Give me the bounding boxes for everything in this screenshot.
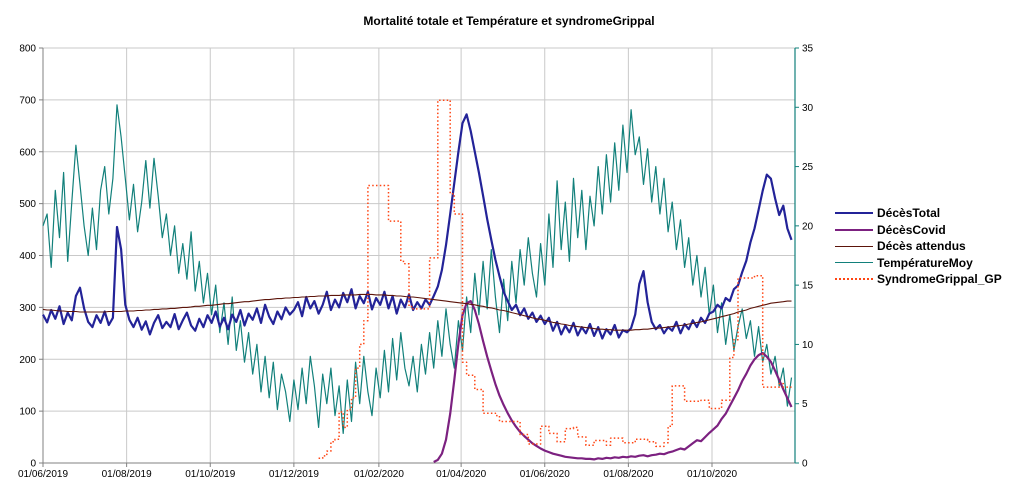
legend-line-sample bbox=[835, 228, 873, 231]
y-left-tick-label: 300 bbox=[19, 303, 36, 314]
x-tick-label: 01/06/2020 bbox=[520, 469, 570, 480]
series-line-d-c-stotal bbox=[42, 113, 793, 340]
legend-item-d-c-stotal: DécèsTotal bbox=[835, 205, 1002, 222]
x-tick-label: 01/10/2019 bbox=[185, 469, 235, 480]
x-tick-label: 01/08/2020 bbox=[603, 469, 653, 480]
x-tick-label: 01/12/2019 bbox=[269, 469, 319, 480]
series-line-temp-raturemoy bbox=[42, 104, 793, 434]
y-left-tick-label: 700 bbox=[19, 95, 36, 106]
legend-item-d-c-s-attendus: Décès attendus bbox=[835, 238, 1002, 255]
legend-item-temp-raturemoy: TempératureMoy bbox=[835, 255, 1002, 272]
legend-label: SyndromeGrippal_GP bbox=[877, 272, 1002, 287]
x-tick-label: 01/04/2020 bbox=[436, 469, 486, 480]
y-left-tick-label: 500 bbox=[19, 199, 36, 210]
legend-label: DécèsTotal bbox=[877, 206, 941, 221]
y-right-tick-label: 0 bbox=[802, 459, 808, 470]
y-left-tick-label: 800 bbox=[19, 44, 36, 55]
y-left-tick-label: 0 bbox=[30, 459, 36, 470]
y-right-tick-label: 20 bbox=[802, 221, 814, 232]
series-line-d-c-scovid bbox=[433, 300, 793, 463]
y-right-tick-label: 5 bbox=[802, 399, 808, 410]
legend-line-sample bbox=[835, 212, 873, 215]
legend-item-syndromegrippal-gp: SyndromeGrippal_GP bbox=[835, 271, 1002, 288]
x-tick-label: 01/06/2019 bbox=[18, 469, 68, 480]
legend-line-sample bbox=[835, 262, 873, 264]
y-right-tick-label: 10 bbox=[802, 340, 814, 351]
y-right-tick-label: 35 bbox=[802, 44, 814, 55]
chart-title: Mortalité totale et Température et syndr… bbox=[363, 14, 655, 28]
x-tick-label: 01/08/2019 bbox=[102, 469, 152, 480]
legend-item-d-c-scovid: DécèsCovid bbox=[835, 222, 1002, 239]
y-left-tick-label: 200 bbox=[19, 355, 36, 366]
series-line-syndromegrippal-gp bbox=[318, 99, 792, 460]
series-line-d-c-s-attendus bbox=[42, 293, 792, 331]
y-left-tick-label: 400 bbox=[19, 251, 36, 262]
legend-line-sample bbox=[835, 278, 873, 281]
legend: DécèsTotal DécèsCovid Décès attendus Tempér… bbox=[835, 205, 1002, 288]
y-right-tick-label: 25 bbox=[802, 162, 814, 173]
x-tick-label: 01/02/2020 bbox=[354, 469, 404, 480]
legend-label: Décès attendus bbox=[877, 239, 966, 254]
legend-line-sample bbox=[835, 245, 873, 247]
y-left-tick-label: 100 bbox=[19, 407, 36, 418]
legend-label: DécèsCovid bbox=[877, 222, 946, 237]
x-tick-label: 01/10/2020 bbox=[687, 469, 737, 480]
y-right-tick-label: 30 bbox=[802, 103, 814, 114]
y-left-tick-label: 600 bbox=[19, 147, 36, 158]
y-right-tick-label: 15 bbox=[802, 281, 814, 292]
legend-label: TempératureMoy bbox=[877, 255, 973, 270]
